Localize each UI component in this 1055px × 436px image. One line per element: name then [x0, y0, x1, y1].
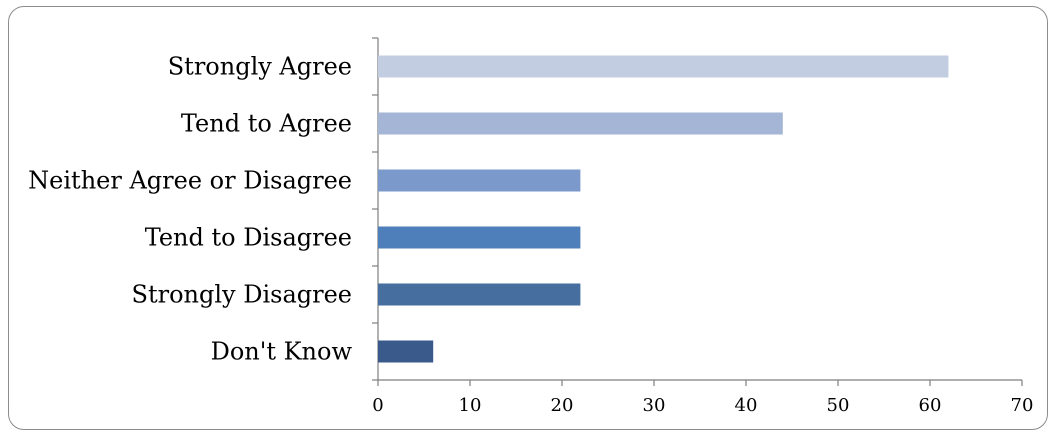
bar-strongly-disagree [378, 283, 581, 306]
category-label: Tend to Agree [181, 110, 352, 138]
bar-don-t-know [378, 340, 434, 363]
x-tick-label: 30 [643, 395, 666, 416]
x-tick-label: 10 [459, 395, 482, 416]
x-tick-label: 60 [919, 395, 942, 416]
x-tick-label: 50 [827, 395, 850, 416]
x-tick-label: 40 [735, 395, 758, 416]
bar-tend-to-disagree [378, 226, 581, 249]
bar-neither-agree-or-disagree [378, 169, 581, 192]
category-label: Strongly Agree [168, 53, 352, 81]
x-tick-label: 70 [1011, 395, 1034, 416]
bar-tend-to-agree [378, 112, 783, 135]
category-label: Don't Know [211, 338, 353, 366]
category-label: Neither Agree or Disagree [28, 167, 352, 195]
x-tick-label: 20 [551, 395, 574, 416]
bar-strongly-agree [378, 55, 949, 78]
x-tick-label: 0 [372, 395, 383, 416]
category-label: Tend to Disagree [145, 224, 352, 252]
category-label: Strongly Disagree [132, 281, 352, 309]
